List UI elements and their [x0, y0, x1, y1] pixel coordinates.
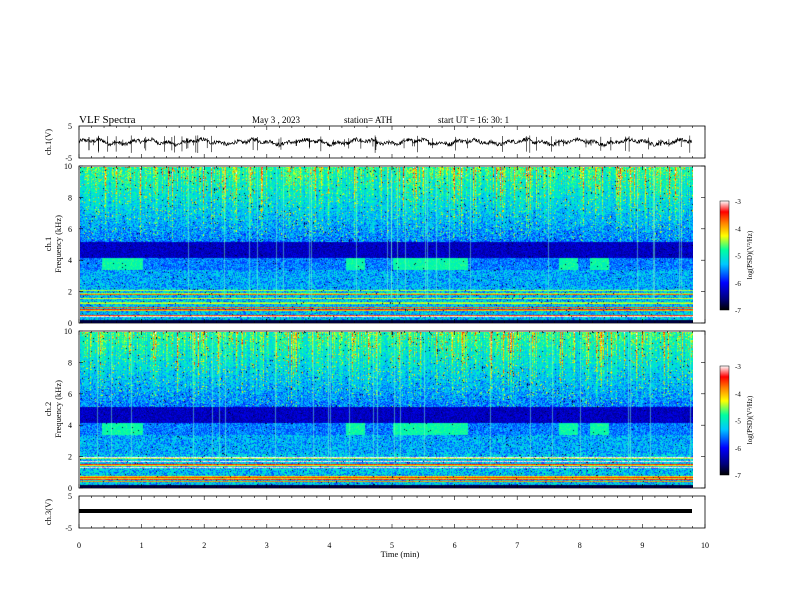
y-tick-label: 4 — [68, 256, 72, 265]
axis-tick-marks — [78, 126, 706, 528]
y-tick-label: 4 — [68, 421, 72, 430]
ch1-waveform-line — [78, 136, 693, 148]
ch2-colorbar — [719, 365, 730, 476]
y-tick-label: 0 — [68, 484, 72, 493]
colorbar-tick-label: -4 — [735, 390, 741, 398]
y-tick-label: 10 — [64, 162, 72, 171]
x-tick-label: 0 — [77, 541, 81, 550]
start-time-label: start UT = 16: 30: 1 — [438, 115, 509, 125]
y-tick-label: -5 — [65, 524, 72, 533]
y-tick-label: 6 — [68, 390, 72, 399]
ch2-spectrogram-ylabel-2: Frequency (kHz) — [53, 380, 63, 438]
y-tick-label: 2 — [68, 453, 72, 462]
y-tick-label: 0 — [68, 319, 72, 328]
y-tick-label: 2 — [68, 288, 72, 297]
ch1-colorbar — [719, 200, 730, 311]
x-tick-label: 7 — [515, 541, 519, 550]
x-tick-label: 6 — [453, 541, 457, 550]
y-tick-label: 8 — [68, 193, 72, 202]
ch1-spectrogram-ylabel-1: ch.1 — [43, 237, 53, 251]
y-tick-label: -5 — [65, 154, 72, 163]
colorbar-tick-label: -3 — [735, 363, 741, 371]
colorbar-tick-labels: -3 -4 -5 -6 -7 -3 -4 -5 -6 -7 — [735, 198, 741, 480]
x-tick-label: 9 — [640, 541, 644, 550]
x-tick-label: 1 — [140, 541, 144, 550]
ch2-spectrogram-image — [79, 331, 693, 488]
y-tick-label: 8 — [68, 358, 72, 367]
colorbar-tick-label: -4 — [735, 225, 741, 233]
colorbar-tick-label: -7 — [735, 307, 741, 315]
colorbar-tick-label: -5 — [735, 253, 741, 261]
x-tick-labels: 0 1 2 3 4 5 6 7 8 9 10 — [77, 541, 709, 550]
x-tick-label: 5 — [390, 541, 394, 550]
y-tick-label: 5 — [68, 122, 72, 131]
ch1-colorbar-label: log(PSD)(V²/Hz) — [746, 230, 754, 279]
x-axis-label: Time (min) — [381, 549, 420, 559]
ch1-spectrogram-ylabel-2: Frequency (kHz) — [53, 215, 63, 273]
ch2-colorbar-label: log(PSD)(V²/Hz) — [746, 395, 754, 444]
colorbar-tick-label: -5 — [735, 418, 741, 426]
x-tick-label: 8 — [578, 541, 582, 550]
x-tick-label: 2 — [202, 541, 206, 550]
ch2-spectrogram-ylabel-1: ch.2 — [43, 402, 53, 416]
colorbar-tick-label: -6 — [735, 280, 741, 288]
date-label: May 3 , 2023 — [252, 115, 300, 125]
ch1-waveform-spikes — [88, 135, 691, 153]
y-tick-label: 6 — [68, 225, 72, 234]
y-tick-label: 5 — [68, 492, 72, 501]
x-tick-label: 3 — [265, 541, 269, 550]
figure-title: VLF Spectra — [79, 114, 136, 126]
colorbar-tick-label: -3 — [735, 198, 741, 206]
ch3-waveform-line — [79, 509, 692, 513]
colorbar-tick-label: -7 — [735, 472, 741, 480]
colorbar-tick-label: -6 — [735, 445, 741, 453]
ch1-spectrogram-image — [79, 166, 693, 323]
station-label: station= ATH — [344, 115, 393, 125]
x-tick-label: 10 — [701, 541, 709, 550]
x-tick-label: 4 — [327, 541, 331, 550]
y-tick-label: 10 — [64, 327, 72, 336]
ch1-waveform-ylabel: ch.1(V) — [43, 129, 53, 155]
ch3-waveform-ylabel: ch.3(V) — [43, 499, 53, 525]
